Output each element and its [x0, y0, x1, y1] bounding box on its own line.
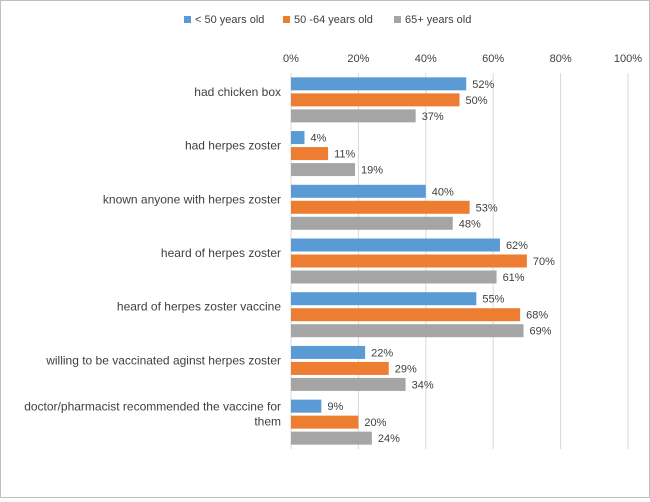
- data-label-3-series-3: 48%: [459, 218, 481, 230]
- x-tick-label-60: 60%: [482, 53, 504, 65]
- data-label-4-series-2: 70%: [533, 256, 555, 268]
- bar-2-series-2: [291, 147, 329, 161]
- data-label-5-series-2: 68%: [526, 310, 548, 322]
- x-tick-label-0: 0%: [283, 53, 299, 65]
- bar-1-series-1: [291, 77, 467, 91]
- legend: < 50 years old 50 -64 years old 65+ years …: [184, 14, 471, 26]
- category-label-1: had chicken box: [194, 85, 281, 99]
- data-label-5-series-3: 69%: [530, 326, 552, 338]
- bar-3-series-3: [291, 216, 453, 230]
- bar-1-series-3: [291, 109, 416, 123]
- legend-swatch-3: [394, 16, 401, 23]
- legend-label-3: 65+ years old: [405, 14, 471, 26]
- legend-swatch-2: [283, 16, 290, 23]
- x-axis: 0% 20% 40% 60% 80% 100%: [283, 53, 642, 65]
- bar-2-series-1: [291, 131, 305, 145]
- category-label-6: willing to be vaccinated aginst herpes z…: [45, 353, 281, 367]
- bar-3-series-2: [291, 200, 470, 214]
- data-labels: 52% 50% 37% 4% 11% 19% 40% 53% 48% 62% 70% 61% 55% 68…: [310, 79, 555, 445]
- category-label-7: doctor/pharmacist recommended the vaccin…: [24, 400, 281, 429]
- bar-6-series-2: [291, 361, 389, 375]
- legend-label-1: < 50 years old: [195, 14, 264, 26]
- bar-4-series-1: [291, 238, 500, 252]
- category-labels: had chicken box had herpes zoster known an…: [24, 85, 281, 429]
- legend-swatch-1: [184, 16, 191, 23]
- data-label-1-series-2: 50%: [466, 95, 488, 107]
- category-label-2: had herpes zoster: [185, 139, 281, 153]
- bar-7-series-2: [291, 415, 359, 429]
- data-label-6-series-3: 34%: [412, 379, 434, 391]
- x-tick-label-100: 100%: [614, 53, 642, 65]
- data-label-3-series-1: 40%: [432, 186, 454, 198]
- data-label-1-series-1: 52%: [472, 79, 494, 91]
- data-label-1-series-3: 37%: [422, 111, 444, 123]
- bar-6-series-1: [291, 345, 366, 359]
- category-label-5: heard of herpes zoster vaccine: [117, 300, 281, 314]
- bar-2-series-3: [291, 163, 356, 177]
- data-label-2-series-3: 19%: [361, 165, 383, 177]
- data-label-3-series-2: 53%: [476, 202, 498, 214]
- bar-6-series-3: [291, 377, 406, 391]
- data-label-7-series-2: 20%: [364, 417, 386, 429]
- data-label-6-series-1: 22%: [371, 347, 393, 359]
- data-label-4-series-1: 62%: [506, 240, 528, 252]
- data-label-7-series-3: 24%: [378, 433, 400, 445]
- bar-5-series-3: [291, 324, 524, 338]
- bar-7-series-3: [291, 431, 372, 445]
- category-label-4: heard of herpes zoster: [161, 246, 281, 260]
- bar-4-series-2: [291, 254, 527, 268]
- x-tick-label-40: 40%: [415, 53, 437, 65]
- bar-7-series-1: [291, 399, 322, 413]
- legend-label-2: 50 -64 years old: [294, 14, 373, 26]
- x-tick-label-20: 20%: [347, 53, 369, 65]
- data-label-4-series-3: 61%: [503, 272, 525, 284]
- bar-5-series-1: [291, 292, 477, 306]
- bar-4-series-3: [291, 270, 497, 284]
- data-label-2-series-1: 4%: [310, 133, 326, 145]
- bar-5-series-2: [291, 308, 521, 322]
- bar-3-series-1: [291, 184, 426, 198]
- bar-1-series-2: [291, 93, 460, 107]
- data-label-5-series-1: 55%: [482, 294, 504, 306]
- bars: [291, 77, 527, 445]
- x-tick-label-80: 80%: [550, 53, 572, 65]
- data-label-6-series-2: 29%: [395, 363, 417, 375]
- data-label-2-series-2: 11%: [334, 149, 355, 161]
- data-label-7-series-1: 9%: [327, 401, 343, 413]
- category-label-3: known anyone with herpes zoster: [103, 192, 281, 206]
